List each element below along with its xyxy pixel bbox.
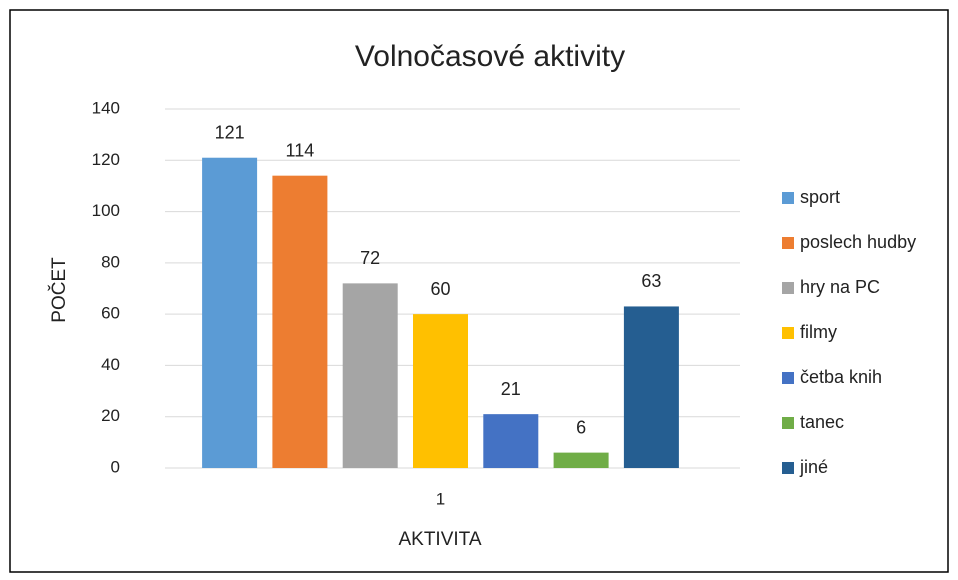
legend-label: četba knih [800, 367, 882, 387]
y-tick-label: 100 [92, 201, 120, 220]
y-tick-label: 0 [111, 457, 120, 476]
data-label: 72 [360, 248, 380, 268]
bar [553, 452, 609, 468]
data-label: 63 [641, 271, 661, 291]
legend-label: poslech hudby [800, 232, 916, 252]
x-tick-label: 1 [436, 489, 445, 508]
legend-swatch [782, 462, 794, 474]
x-axis-label: AKTIVITA [398, 529, 481, 550]
data-label: 114 [286, 140, 315, 160]
bar [272, 175, 328, 468]
bar [483, 414, 539, 468]
chart-title: Volnočasové aktivity [355, 40, 625, 73]
y-axis-label: POČET [48, 257, 70, 323]
y-tick-label: 20 [101, 406, 120, 425]
y-tick-label: 140 [92, 98, 120, 117]
bar [202, 157, 258, 468]
y-tick-label: 60 [101, 304, 120, 323]
legend-label: filmy [800, 322, 837, 342]
legend-swatch [782, 417, 794, 429]
legend-label: jiné [799, 457, 828, 477]
legend-label: sport [800, 187, 840, 207]
data-label: 6 [576, 417, 586, 437]
data-label: 60 [430, 279, 450, 299]
legend-label: hry na PC [800, 277, 880, 297]
bar [623, 306, 679, 468]
legend-swatch [782, 282, 794, 294]
y-tick-label: 40 [101, 355, 120, 374]
bar [342, 283, 398, 468]
legend-label: tanec [800, 412, 844, 432]
data-label: 21 [501, 379, 521, 399]
legend-swatch [782, 237, 794, 249]
y-tick-label: 80 [101, 252, 120, 271]
y-tick-label: 120 [92, 150, 120, 169]
legend-swatch [782, 192, 794, 204]
legend-swatch [782, 327, 794, 339]
legend-swatch [782, 372, 794, 384]
data-label: 121 [215, 122, 245, 142]
bar [413, 314, 468, 468]
